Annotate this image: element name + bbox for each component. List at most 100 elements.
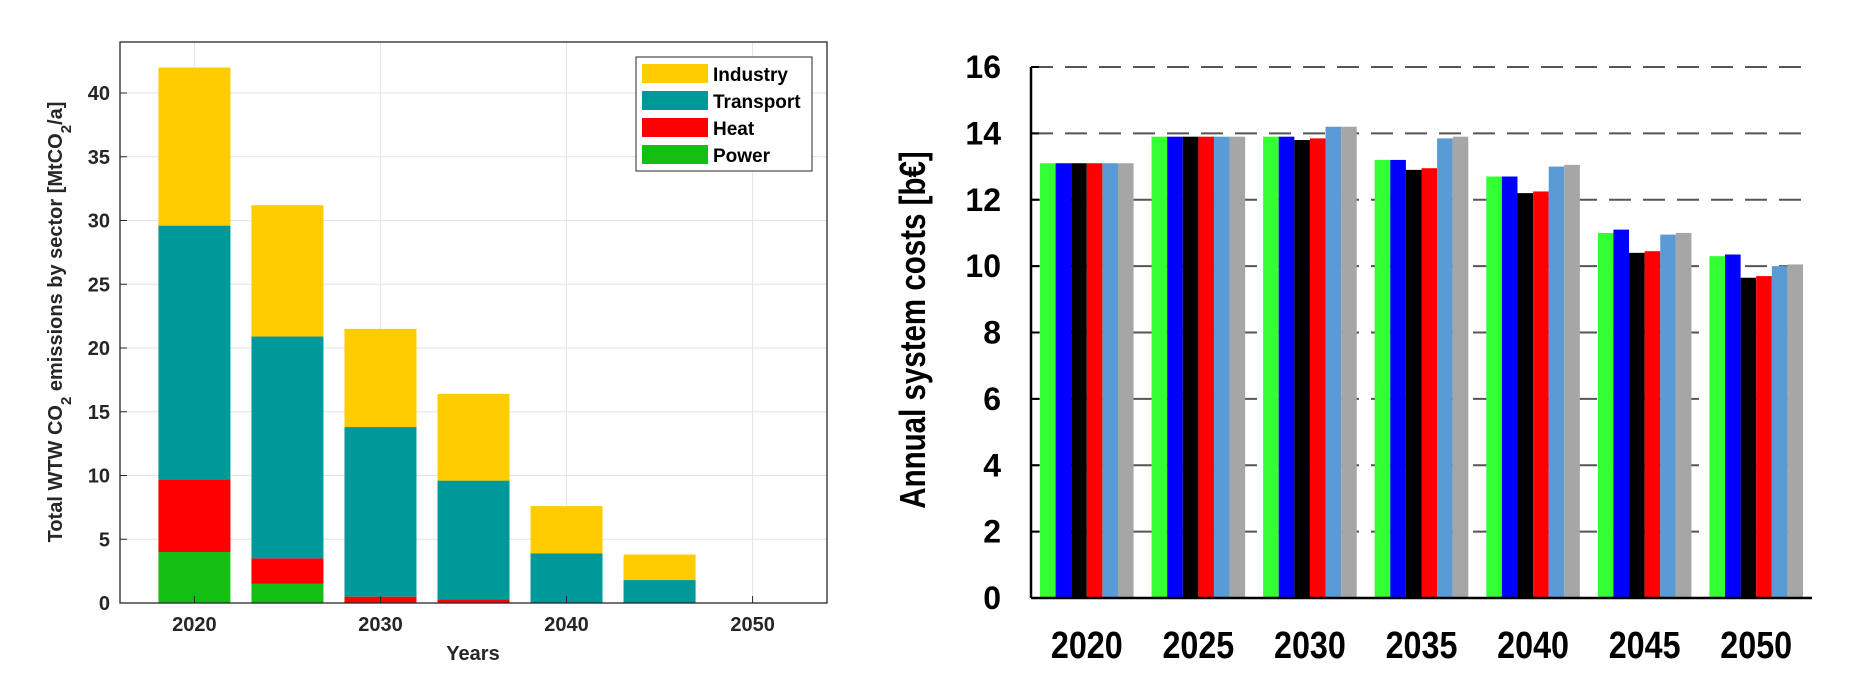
y-tick-label: 8 xyxy=(983,315,1001,351)
legend-item-transport: Transport xyxy=(642,91,801,113)
bar-2035-series-4 xyxy=(1421,168,1438,599)
bar-2040-series-1 xyxy=(1486,176,1502,599)
costs-y-axis-label: Annual system costs [b€] xyxy=(892,151,932,508)
bar-heat-2020 xyxy=(158,479,231,552)
bar-2050-series-5 xyxy=(1771,266,1788,598)
bar-2020-series-1 xyxy=(1039,163,1056,598)
bar-industry-2020 xyxy=(158,67,231,226)
bar-transport-2040 xyxy=(530,553,603,603)
bar-2050-series-6 xyxy=(1787,264,1804,598)
costs-y-ticks: 0 2 4 6 8 10 12 14 16 xyxy=(965,49,1039,616)
y-tick-label: 0 xyxy=(99,593,110,615)
bar-2030-series-4 xyxy=(1309,138,1326,598)
y-tick-label: 20 xyxy=(88,338,110,360)
x-tick-label: 2030 xyxy=(358,614,403,636)
bar-2025-series-5 xyxy=(1213,136,1230,598)
bar-transport-2025 xyxy=(251,336,324,559)
legend-label-transport: Transport xyxy=(713,92,801,113)
bar-2040-series-6 xyxy=(1564,164,1580,598)
legend-item-heat: Heat xyxy=(642,118,755,140)
x-tick-label: 2020 xyxy=(1051,625,1123,667)
bar-industry-2030 xyxy=(344,328,417,428)
x-tick-label: 2030 xyxy=(1274,625,1346,667)
legend-item-industry: Industry xyxy=(642,64,788,86)
y-tick-label: 10 xyxy=(965,248,1001,284)
bar-transport-2020 xyxy=(158,225,231,480)
bar-2020-series-3 xyxy=(1071,163,1087,598)
bar-2025-series-4 xyxy=(1198,136,1214,598)
y-tick-label: 40 xyxy=(88,83,110,105)
x-tick-label: 2035 xyxy=(1386,625,1458,667)
bar-2035-series-3 xyxy=(1405,169,1422,598)
x-tick-label: 2020 xyxy=(172,614,217,636)
legend-label-power: Power xyxy=(713,146,771,167)
bar-2050-series-4 xyxy=(1756,276,1772,598)
bar-2045-series-1 xyxy=(1597,232,1614,598)
legend-swatch-power xyxy=(642,145,708,164)
costs-x-ticks: 2020 2025 2030 2035 2040 2045 2050 xyxy=(1051,625,1792,667)
bar-2045-series-6 xyxy=(1675,232,1692,598)
bar-2050-series-2 xyxy=(1725,254,1741,598)
y-tick-label: 4 xyxy=(983,447,1001,483)
bar-2030-series-6 xyxy=(1341,126,1357,599)
legend-swatch-transport xyxy=(642,91,708,110)
bar-transport-2045 xyxy=(623,580,696,603)
bar-heat-2025 xyxy=(251,558,324,584)
bar-2035-series-2 xyxy=(1390,159,1406,599)
bar-2040-series-5 xyxy=(1548,166,1565,598)
bar-2035-series-1 xyxy=(1374,159,1391,599)
bar-2020-series-2 xyxy=(1055,163,1072,598)
y-tick-label: 15 xyxy=(88,402,110,424)
bar-2040-series-2 xyxy=(1501,176,1518,599)
x-tick-label: 2045 xyxy=(1609,625,1681,667)
x-tick-label: 2050 xyxy=(730,614,775,636)
y-tick-label: 30 xyxy=(88,211,110,233)
bar-2025-series-2 xyxy=(1167,136,1183,598)
bar-transport-2030 xyxy=(344,427,417,597)
bar-2025-series-3 xyxy=(1182,136,1199,598)
bar-2045-series-5 xyxy=(1660,234,1676,599)
y-tick-label: 16 xyxy=(965,49,1001,85)
bar-2030-series-5 xyxy=(1325,126,1342,599)
bar-2025-series-6 xyxy=(1229,136,1246,598)
y-tick-label: 35 xyxy=(88,147,110,169)
x-tick-label: 2040 xyxy=(544,614,589,636)
emissions-y-axis-label: Total WTW CO2 emissions by sector [MtCO2… xyxy=(45,102,75,543)
y-tick-label: 12 xyxy=(965,182,1001,218)
bar-2050-series-1 xyxy=(1709,256,1726,598)
bar-2045-series-3 xyxy=(1629,252,1645,598)
bar-2030-series-2 xyxy=(1278,136,1295,598)
bar-2030-series-1 xyxy=(1263,136,1279,598)
bar-industry-2025 xyxy=(251,205,324,337)
emissions-x-axis-label: Years xyxy=(446,643,499,665)
legend-item-power: Power xyxy=(642,145,771,167)
emissions-x-ticks: 2020 2030 2040 2050 xyxy=(172,596,775,636)
x-tick-label: 2025 xyxy=(1162,625,1234,667)
bar-2020-series-6 xyxy=(1117,163,1134,598)
y-tick-label: 0 xyxy=(983,580,1001,616)
y-tick-label: 10 xyxy=(88,466,110,488)
legend-swatch-industry xyxy=(642,64,708,83)
bar-2050-series-3 xyxy=(1740,277,1757,598)
emissions-y-ticks: 0 5 10 15 20 25 30 35 40 xyxy=(88,83,127,615)
bar-2045-series-2 xyxy=(1613,229,1630,598)
x-tick-label: 2050 xyxy=(1720,625,1792,667)
bar-industry-2035 xyxy=(437,393,510,481)
y-tick-label: 14 xyxy=(965,115,1001,151)
y-tick-label: 2 xyxy=(983,514,1001,550)
bar-transport-2035 xyxy=(437,480,510,600)
x-tick-label: 2040 xyxy=(1497,625,1569,667)
legend-label-heat: Heat xyxy=(713,119,755,140)
bar-2045-series-4 xyxy=(1644,251,1661,599)
bar-heat-2035 xyxy=(437,599,510,603)
bar-2025-series-1 xyxy=(1151,136,1168,598)
y-tick-label: 5 xyxy=(99,529,110,551)
legend-label-industry: Industry xyxy=(713,65,788,86)
bar-2035-series-5 xyxy=(1437,138,1453,598)
bar-power-2025 xyxy=(251,583,324,603)
y-tick-label: 25 xyxy=(88,274,110,296)
legend-swatch-heat xyxy=(642,118,708,137)
